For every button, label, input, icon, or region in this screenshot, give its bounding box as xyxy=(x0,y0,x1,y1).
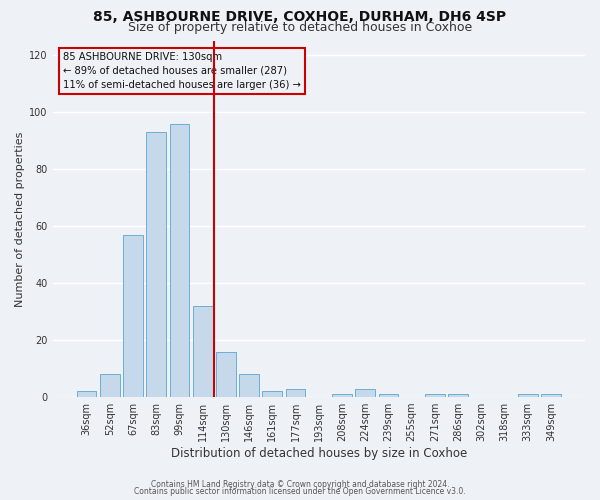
Bar xyxy=(379,394,398,397)
Bar xyxy=(123,234,143,397)
Bar xyxy=(425,394,445,397)
Bar xyxy=(541,394,561,397)
Bar xyxy=(77,392,97,397)
Text: Contains public sector information licensed under the Open Government Licence v3: Contains public sector information licen… xyxy=(134,487,466,496)
Bar xyxy=(170,124,190,397)
Bar xyxy=(448,394,468,397)
Bar xyxy=(146,132,166,397)
Text: 85 ASHBOURNE DRIVE: 130sqm
← 89% of detached houses are smaller (287)
11% of sem: 85 ASHBOURNE DRIVE: 130sqm ← 89% of deta… xyxy=(63,52,301,90)
Bar xyxy=(262,392,282,397)
Text: Contains HM Land Registry data © Crown copyright and database right 2024.: Contains HM Land Registry data © Crown c… xyxy=(151,480,449,489)
X-axis label: Distribution of detached houses by size in Coxhoe: Distribution of detached houses by size … xyxy=(170,447,467,460)
Bar xyxy=(518,394,538,397)
Text: Size of property relative to detached houses in Coxhoe: Size of property relative to detached ho… xyxy=(128,22,472,35)
Bar xyxy=(286,388,305,397)
Y-axis label: Number of detached properties: Number of detached properties xyxy=(15,132,25,306)
Bar xyxy=(355,388,375,397)
Text: 85, ASHBOURNE DRIVE, COXHOE, DURHAM, DH6 4SP: 85, ASHBOURNE DRIVE, COXHOE, DURHAM, DH6… xyxy=(94,10,506,24)
Bar xyxy=(332,394,352,397)
Bar xyxy=(193,306,212,397)
Bar xyxy=(239,374,259,397)
Bar xyxy=(100,374,119,397)
Bar xyxy=(216,352,236,397)
